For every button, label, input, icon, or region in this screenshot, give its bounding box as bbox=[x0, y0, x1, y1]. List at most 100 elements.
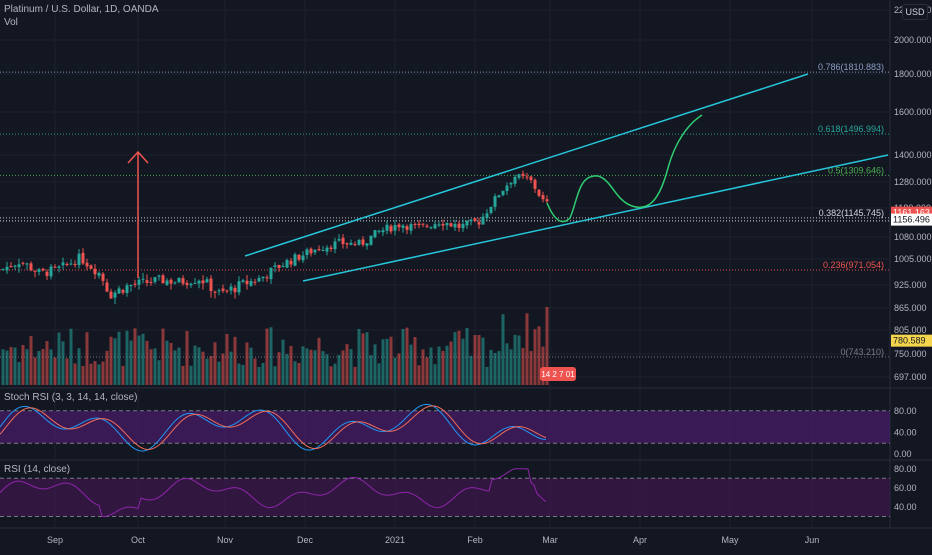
fib-level-label: 0.382(1145.745) bbox=[819, 208, 884, 218]
price-tick-label: 1400.000 bbox=[894, 150, 932, 160]
candle-body bbox=[257, 277, 261, 282]
volume-bar bbox=[297, 362, 301, 385]
time-axis[interactable]: Sep Oct Nov Dec 2021 Feb Mar Apr May Jun bbox=[47, 535, 819, 545]
price-tick-label: 1280.000 bbox=[894, 177, 932, 187]
candle-body bbox=[497, 195, 501, 198]
volume-legend[interactable]: Vol bbox=[4, 17, 18, 28]
candle-body bbox=[517, 174, 521, 178]
volume-bar bbox=[409, 344, 413, 385]
volume-bar bbox=[237, 363, 241, 385]
volume-bar bbox=[397, 353, 401, 385]
volume-bar bbox=[145, 340, 149, 385]
volume-bar bbox=[1, 349, 5, 385]
volume-bar bbox=[149, 349, 153, 385]
candle-body bbox=[81, 252, 85, 264]
candle-body bbox=[265, 277, 269, 279]
volume-bar bbox=[13, 347, 17, 385]
candle-body bbox=[25, 263, 29, 265]
candle-body bbox=[385, 224, 389, 231]
channel-upper-line bbox=[244, 73, 809, 257]
candle-body bbox=[461, 224, 465, 229]
volume-bar bbox=[437, 346, 441, 385]
candle-body bbox=[249, 281, 253, 286]
time-tick-label[interactable]: Apr bbox=[633, 535, 647, 545]
candle-body bbox=[113, 292, 117, 298]
volume-bar bbox=[225, 333, 229, 385]
time-tick-label[interactable]: May bbox=[721, 535, 739, 545]
candle-body bbox=[349, 242, 353, 245]
volume-bar bbox=[61, 341, 65, 385]
candle-body bbox=[141, 278, 145, 280]
time-tick-label[interactable]: 2021 bbox=[385, 535, 405, 545]
volume-bar bbox=[501, 314, 505, 385]
volume-bar bbox=[57, 332, 61, 385]
candle-body bbox=[489, 206, 493, 214]
candle-body bbox=[341, 237, 345, 245]
volume-bar bbox=[197, 347, 201, 385]
candle-body bbox=[9, 265, 13, 268]
price-tick-label: 1005.000 bbox=[894, 254, 932, 264]
time-tick-label[interactable]: Sep bbox=[47, 535, 63, 545]
candle-body bbox=[377, 230, 381, 232]
time-tick-label[interactable]: Jun bbox=[805, 535, 820, 545]
rsi-tick-label: 80.00 bbox=[894, 464, 917, 474]
time-tick-label[interactable]: Nov bbox=[217, 535, 234, 545]
candle-body bbox=[17, 264, 21, 268]
volume-bar bbox=[93, 361, 97, 385]
rsi-legend[interactable]: RSI (14, close) bbox=[4, 464, 71, 475]
arrow-head bbox=[127, 150, 149, 164]
volume-bar bbox=[177, 347, 181, 385]
time-tick-label[interactable]: Oct bbox=[131, 535, 146, 545]
time-tick-label[interactable]: Feb bbox=[467, 535, 483, 545]
candle-body bbox=[501, 190, 505, 196]
volume-bar bbox=[85, 332, 89, 385]
candle-body bbox=[405, 226, 409, 230]
volume-bar bbox=[473, 335, 477, 385]
time-tick-label[interactable]: Mar bbox=[542, 535, 558, 545]
candle-body bbox=[397, 224, 401, 228]
currency-button[interactable]: USD bbox=[902, 4, 928, 20]
volume-bar bbox=[393, 357, 397, 385]
time-tick-label[interactable]: Dec bbox=[297, 535, 314, 545]
volume-bar bbox=[449, 341, 453, 385]
volume-bar bbox=[333, 363, 337, 385]
candlesticks bbox=[1, 170, 549, 305]
volume-bar bbox=[321, 351, 325, 385]
drawings-layer[interactable] bbox=[127, 73, 889, 282]
volume-bar bbox=[301, 346, 305, 385]
volume-bar bbox=[25, 349, 29, 385]
volume-bar bbox=[453, 332, 457, 385]
volume-bar bbox=[441, 350, 445, 385]
volume-bar bbox=[361, 333, 365, 385]
candle-body bbox=[473, 218, 477, 222]
candle-body bbox=[353, 244, 357, 246]
volume-bar bbox=[185, 330, 189, 385]
candle-body bbox=[201, 280, 205, 284]
volume-bar bbox=[377, 363, 381, 385]
volume-bar bbox=[389, 336, 393, 385]
rsi-pane: 80.00 60.00 40.00 bbox=[0, 464, 917, 517]
volume-bar bbox=[121, 365, 125, 385]
volume-bar bbox=[161, 328, 165, 385]
volume-bar bbox=[193, 345, 197, 385]
stoch-rsi-legend[interactable]: Stoch RSI (3, 3, 14, 14, close) bbox=[4, 392, 138, 403]
candle-body bbox=[437, 224, 441, 226]
volume-bar bbox=[229, 351, 233, 385]
candle-body bbox=[521, 173, 525, 177]
volume-bar bbox=[465, 327, 469, 385]
volume-bar bbox=[281, 339, 285, 385]
volume-bar bbox=[509, 349, 513, 385]
volume-bar bbox=[73, 363, 77, 385]
current-price-label: 1156.496 bbox=[893, 215, 930, 225]
volume-bar bbox=[209, 355, 213, 385]
volume-bar bbox=[269, 327, 273, 385]
volume-bar bbox=[113, 338, 117, 385]
stoch-tick-label: 80.00 bbox=[894, 406, 917, 416]
volume-bar bbox=[369, 355, 373, 385]
volume-bar bbox=[17, 362, 21, 385]
candle-body bbox=[417, 223, 421, 226]
fibonacci-retracement[interactable]: 0.786(1810.883) 0.618(1496.994) 0.5(1309.6… bbox=[0, 62, 890, 358]
symbol-title[interactable]: Platinum / U.S. Dollar, 1D, OANDA bbox=[4, 4, 159, 15]
